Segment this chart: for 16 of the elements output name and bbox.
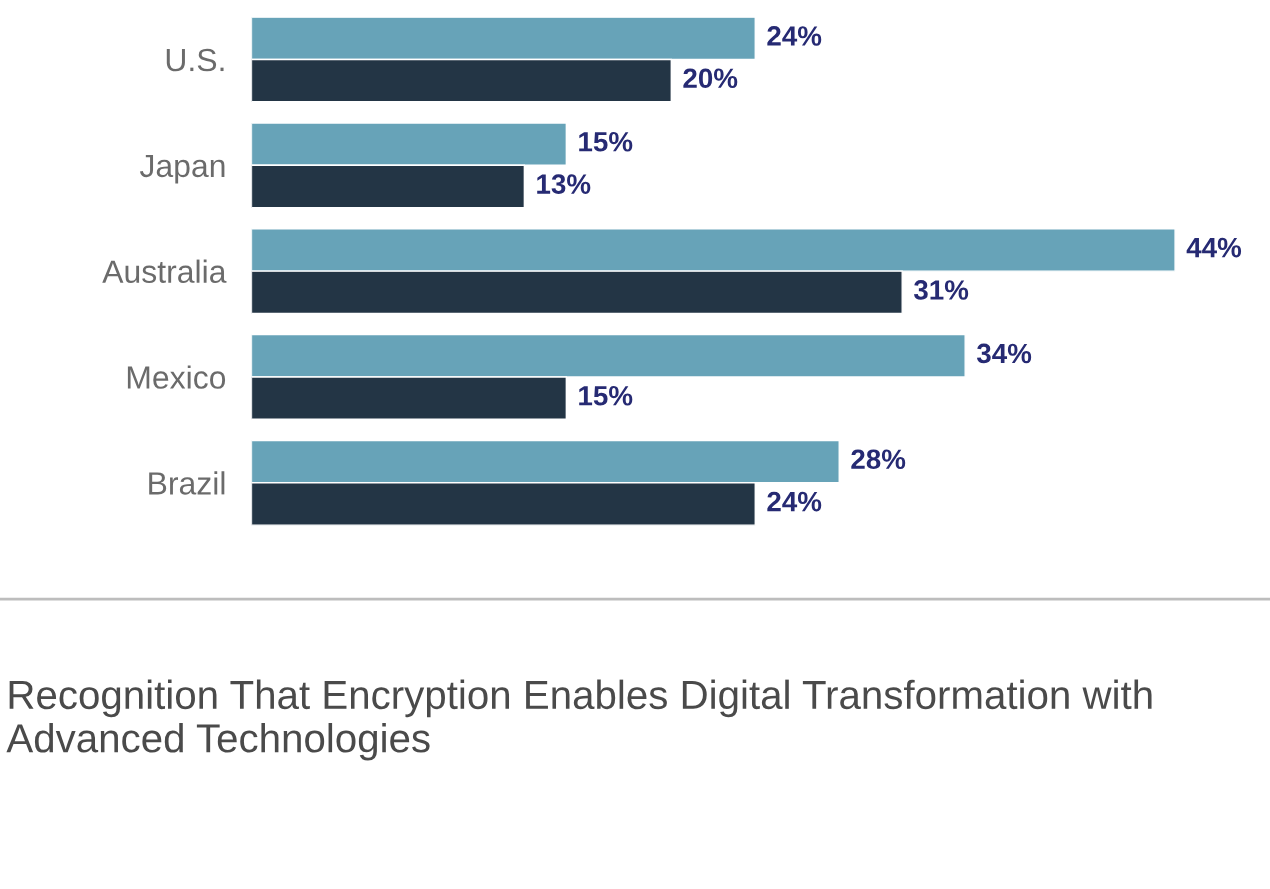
y-tick-label: U.S. <box>166 48 224 72</box>
data-label: 24% <box>767 491 822 512</box>
data-label: 15% <box>579 132 633 152</box>
y-tick-label: Australia <box>102 259 227 284</box>
data-label: 20% <box>683 68 738 89</box>
data-label: 13% <box>537 174 591 194</box>
data-label: 28% <box>851 449 906 470</box>
y-tick-label: Mexico <box>127 365 226 389</box>
text: Recognition That Encryption Enables Digital Transformation with Advanced Technologies <box>6 679 1152 761</box>
data-label: 34% <box>976 343 1032 364</box>
data-label: 31% <box>913 280 969 300</box>
data-label: 15% <box>579 386 633 406</box>
data-label: 24% <box>767 26 822 46</box>
data-label: 44% <box>1186 237 1242 258</box>
y-tick-label: Brazil <box>149 471 225 495</box>
y-tick-label: Japan <box>139 154 225 184</box>
